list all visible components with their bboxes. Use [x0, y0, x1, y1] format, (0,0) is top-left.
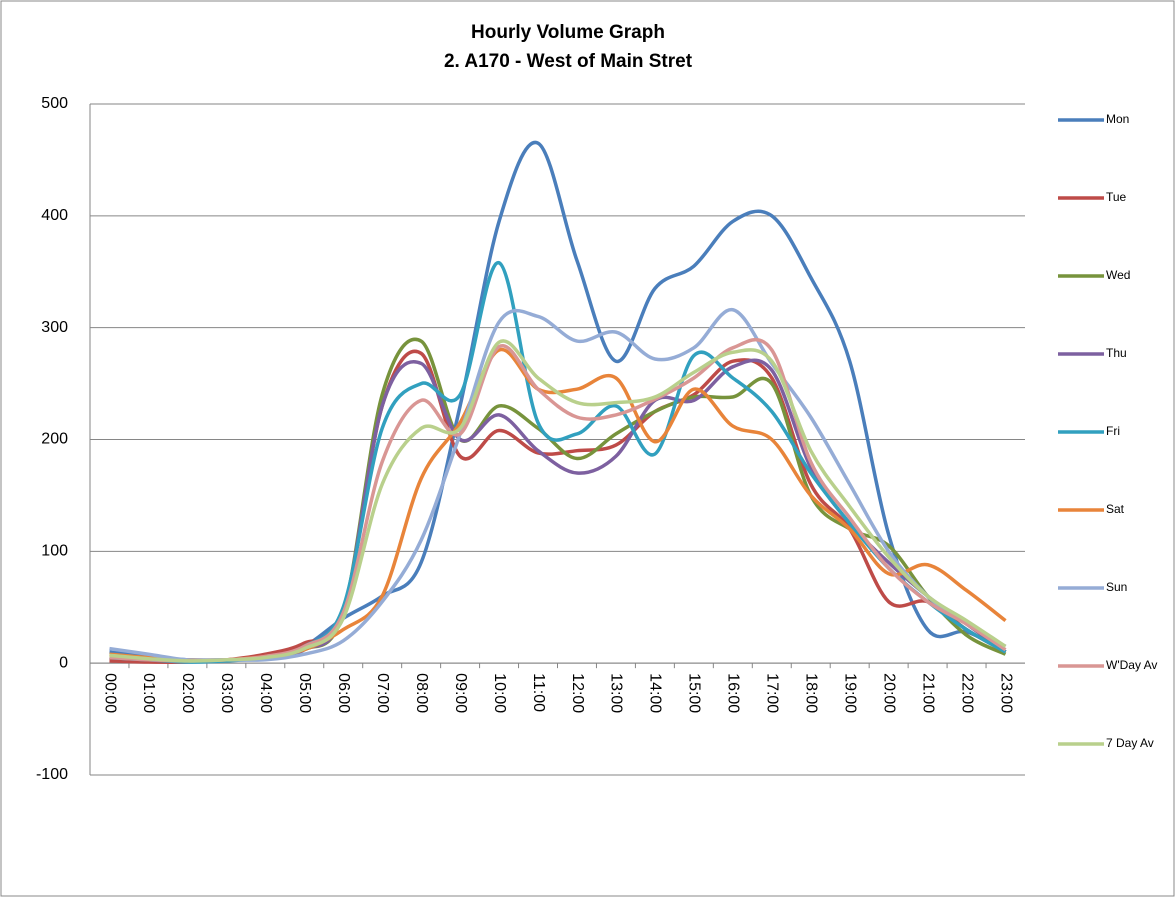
- x-tick-label: 14:00: [647, 673, 664, 713]
- x-tick-label: 15:00: [686, 673, 703, 713]
- x-tick-label: 01:00: [140, 673, 157, 713]
- x-tick-label: 05:00: [296, 673, 313, 713]
- x-tick-label: 10:00: [491, 673, 508, 713]
- x-tick-label: 09:00: [452, 673, 469, 713]
- x-tick-label: 20:00: [880, 673, 897, 713]
- line-series: [109, 339, 1007, 663]
- chart-title: Hourly Volume Graph: [471, 22, 665, 43]
- x-tick-label: 11:00: [530, 673, 547, 712]
- legend-text: Thu: [1106, 346, 1127, 360]
- legend-text: 7 Day Av: [1106, 736, 1154, 750]
- x-tick-label: 22:00: [958, 673, 975, 713]
- legend-text: W'Day Av: [1106, 658, 1157, 672]
- legend-text: Sun: [1106, 580, 1127, 594]
- x-tick-label: 02:00: [179, 673, 196, 713]
- legend-text: Wed: [1106, 268, 1130, 282]
- x-tick-label: 16:00: [725, 673, 742, 713]
- y-tick-label: 200: [41, 431, 68, 448]
- legend-text: Sat: [1106, 502, 1125, 516]
- x-tick-label: 17:00: [764, 673, 781, 713]
- y-tick-label: -100: [36, 766, 68, 783]
- legend-text: Fri: [1106, 424, 1120, 438]
- x-tick-label: 23:00: [997, 673, 1014, 713]
- x-tick-label: 19:00: [841, 673, 858, 713]
- legend-text: Tue: [1106, 190, 1127, 204]
- x-tick-label: 03:00: [218, 673, 235, 713]
- line-series: [109, 308, 1007, 662]
- x-tick-label: 07:00: [374, 673, 391, 713]
- y-tick-label: 400: [41, 207, 68, 224]
- x-tick-label: 06:00: [335, 673, 352, 713]
- x-tick-label: 00:00: [101, 673, 118, 713]
- y-tick-label: 500: [41, 95, 68, 112]
- legend-text: Mon: [1106, 112, 1129, 126]
- y-tick-label: 100: [41, 543, 68, 560]
- x-tick-label: 21:00: [919, 673, 936, 713]
- x-tick-label: 18:00: [802, 673, 819, 713]
- y-tick-label: 0: [59, 654, 68, 671]
- x-tick-label: 12:00: [569, 673, 586, 713]
- chart-subtitle: 2. A170 - West of Main Stret: [444, 51, 693, 72]
- x-tick-label: 04:00: [257, 673, 274, 713]
- y-tick-label: 300: [41, 319, 68, 336]
- x-tick-label: 08:00: [413, 673, 430, 713]
- x-tick-label: 13:00: [608, 673, 625, 713]
